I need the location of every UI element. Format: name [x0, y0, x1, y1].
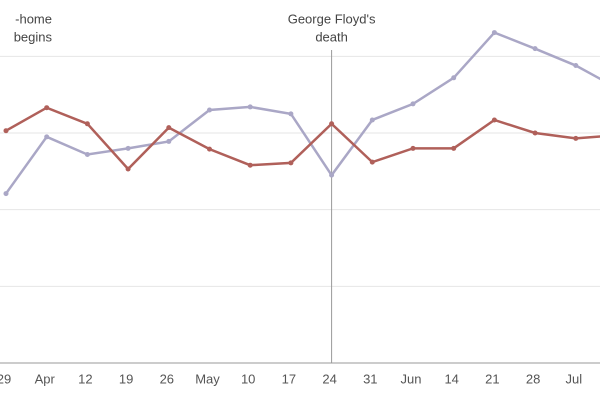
- point: [573, 63, 579, 69]
- x-tick-label: 24: [322, 371, 336, 386]
- x-tick-label: 14: [444, 371, 458, 386]
- x-tick-label: 17: [282, 371, 296, 386]
- point: [369, 117, 375, 123]
- x-tick-label: 21: [485, 371, 499, 386]
- point: [532, 46, 538, 52]
- annotation: George Floyd's: [288, 11, 376, 26]
- x-tick-label: 31: [363, 371, 377, 386]
- point: [125, 145, 131, 151]
- point: [84, 151, 90, 157]
- point: [329, 121, 335, 127]
- point: [532, 130, 538, 136]
- point: [369, 159, 375, 165]
- point: [491, 30, 497, 36]
- point: [207, 107, 212, 113]
- point: [410, 101, 416, 107]
- point: [44, 134, 50, 140]
- point: [288, 111, 294, 117]
- point: [3, 191, 9, 197]
- point: [451, 75, 457, 81]
- point: [451, 145, 457, 151]
- point: [166, 125, 172, 131]
- point: [573, 135, 579, 141]
- annotation: death: [315, 29, 348, 44]
- plot: [3, 30, 600, 197]
- point: [329, 172, 335, 178]
- x-tick-label: 12: [78, 371, 92, 386]
- annotation: -home: [15, 11, 52, 26]
- x-tick-label: 10: [241, 371, 255, 386]
- point: [3, 128, 9, 134]
- point: [247, 104, 253, 110]
- x-tick-label: May: [195, 371, 220, 386]
- x-tick-label: 26: [160, 371, 174, 386]
- point: [288, 160, 294, 166]
- point: [125, 166, 131, 172]
- point: [166, 138, 172, 144]
- point: [84, 121, 90, 127]
- series-line: [5, 106, 600, 171]
- annotation: begins: [14, 29, 53, 44]
- x-tick-label: Apr: [35, 371, 56, 386]
- point: [410, 145, 416, 151]
- x-tick-label: 28: [526, 371, 540, 386]
- point: [44, 105, 50, 111]
- point: [207, 146, 212, 152]
- x-tick-label: 29: [0, 371, 11, 386]
- x-tick-label: 19: [119, 371, 133, 386]
- x-tick-label: Jun: [401, 371, 422, 386]
- point: [247, 162, 253, 168]
- point: [491, 117, 497, 123]
- x-tick-label: Jul: [565, 371, 582, 386]
